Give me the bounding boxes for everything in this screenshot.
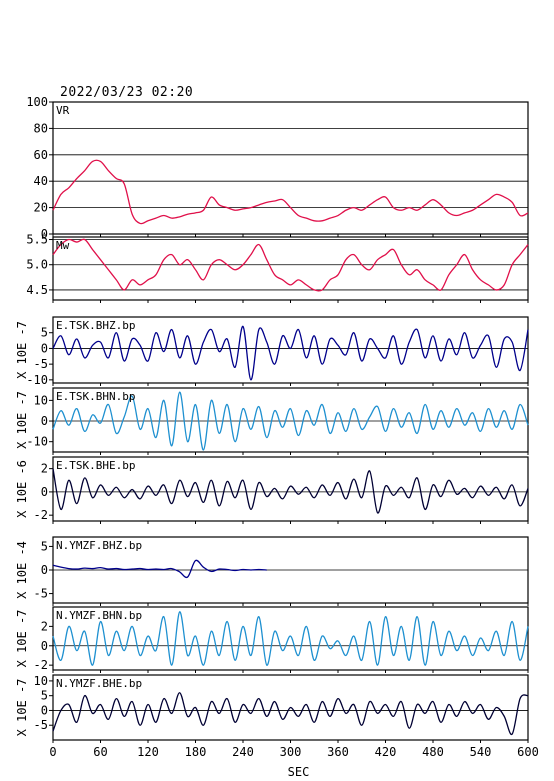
xtick-label: 240 [232, 745, 254, 759]
ytick-label-n2: -2 [34, 658, 48, 672]
ylabel-n2: X 10E -7 [15, 610, 29, 668]
panel-label-e1: E.TSK.BHE.bp [56, 459, 135, 472]
panel-label-n2: N.YMZF.BHN.bp [56, 609, 142, 622]
ytick-label-z1: 0 [41, 341, 48, 355]
ytick-label-n2: 0 [41, 639, 48, 653]
ytick-label-z1: -10 [26, 373, 48, 387]
ylabel-n1: X 10E -7 [15, 391, 29, 449]
panel-label-z1: E.TSK.BHZ.bp [56, 319, 135, 332]
ytick-label-e2: 5 [41, 689, 48, 703]
xtick-label: 120 [137, 745, 159, 759]
ytick-label-z2: 0 [41, 563, 48, 577]
xtick-label: 480 [422, 745, 444, 759]
series-line-e1 [52, 468, 529, 514]
series-line-z1 [52, 325, 529, 381]
ytick-label-vr: 0 [41, 227, 48, 241]
ytick-label-e1: 2 [41, 462, 48, 476]
xtick-label: 300 [280, 745, 302, 759]
xtick-label: 420 [375, 745, 397, 759]
ytick-label-z1: 5 [41, 326, 48, 340]
xtick-label: 360 [327, 745, 349, 759]
ylabel-z1: X 10E -7 [15, 321, 29, 379]
series-line-e2 [52, 692, 529, 736]
ytick-label-e2: 0 [41, 703, 48, 717]
panel-label-mw: Mw [56, 239, 70, 252]
ytick-label-n1: 0 [41, 414, 48, 428]
ytick-label-n1: -10 [26, 435, 48, 449]
panel-label-n1: E.TSK.BHN.bp [56, 390, 135, 403]
ytick-label-mw: 4.5 [26, 283, 48, 297]
series-line-mw [52, 238, 529, 292]
xtick-label: 60 [93, 745, 107, 759]
ylabel-z2: X 10E -4 [15, 541, 29, 599]
ytick-label-n1: 10 [34, 393, 48, 407]
x-axis-label: SEC [288, 765, 310, 779]
chart-title: 2022/03/23 02:20 [60, 85, 194, 100]
xtick-label: 180 [185, 745, 207, 759]
xtick-label: 600 [517, 745, 539, 759]
ytick-label-mw: 5.5 [26, 233, 48, 247]
ytick-label-vr: 40 [34, 174, 48, 188]
xtick-label: 0 [49, 745, 56, 759]
ytick-label-n2: 2 [41, 619, 48, 633]
ytick-label-mw: 5.0 [26, 258, 48, 272]
ytick-label-vr: 20 [34, 201, 48, 215]
ylabel-e2: X 10E -7 [15, 679, 29, 737]
ytick-label-vr: 100 [26, 95, 48, 109]
ytick-label-e1: -2 [34, 508, 48, 522]
ytick-label-vr: 60 [34, 148, 48, 162]
ytick-label-z2: 5 [41, 539, 48, 553]
ytick-label-vr: 80 [34, 121, 48, 135]
xtick-label: 540 [470, 745, 492, 759]
ytick-label-e1: 0 [41, 485, 48, 499]
panel-label-z2: N.YMZF.BHZ.bp [56, 539, 142, 552]
series-line-z2 [52, 559, 267, 579]
series-line-n2 [52, 611, 529, 666]
ytick-label-z2: -5 [34, 587, 48, 601]
ytick-label-z1: -5 [34, 357, 48, 371]
panel-label-e2: N.YMZF.BHE.bp [56, 677, 142, 690]
panel-label-vr: VR [56, 104, 70, 117]
series-line-vr [52, 159, 529, 225]
series-line-n1 [52, 391, 529, 451]
ylabel-e1: X 10E -6 [15, 460, 29, 518]
ytick-label-e2: -5 [34, 718, 48, 732]
panel-frame-vr [52, 101, 529, 235]
ytick-label-e2: 10 [34, 674, 48, 688]
